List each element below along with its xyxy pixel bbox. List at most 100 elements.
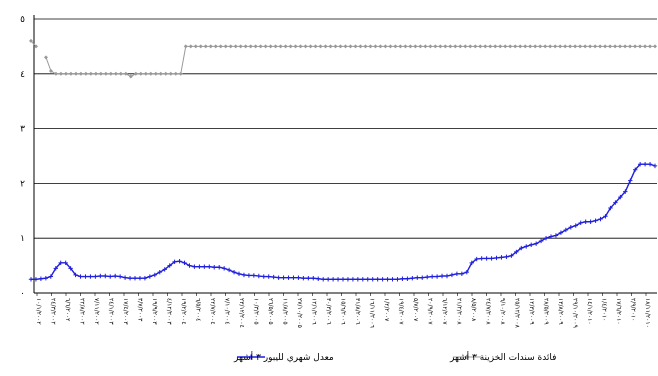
data-point (333, 44, 338, 49)
data-point (588, 44, 593, 49)
data-point (202, 264, 207, 269)
data-point (338, 44, 343, 49)
data-point (68, 71, 73, 76)
data-point (474, 256, 479, 262)
data-point (363, 44, 368, 49)
data-point (632, 167, 638, 172)
data-point (93, 71, 98, 76)
data-point (370, 277, 375, 282)
x-tick-label: ٥/٧/٢٠٠٧ (412, 298, 419, 322)
data-point (543, 236, 549, 241)
x-tick-label: ٢٨/٥/٢٠٠٩ (543, 298, 550, 325)
x-tick-label: ٢٤/٣/٢٠٠٢ (50, 298, 57, 325)
data-point (453, 44, 458, 49)
legend-marker (248, 354, 254, 360)
data-point (623, 189, 628, 194)
data-point (638, 44, 643, 49)
legend-label: فائدة سندات الخزينة ٣ أشهر (449, 351, 556, 363)
x-tick-label: ٨/٥/٢٠٠٨ (470, 298, 477, 322)
data-point (608, 205, 613, 211)
x-tick-label: ٢٢/٧/٢٠٠٤ (209, 298, 216, 325)
data-point (390, 277, 395, 282)
data-point (117, 274, 123, 279)
data-point (251, 273, 257, 278)
data-point (429, 274, 435, 279)
data-point (523, 44, 528, 49)
data-point (395, 277, 400, 282)
series-2 (28, 162, 658, 282)
x-tick-label: ٢٠/٩/٢٠٠٧ (427, 298, 434, 325)
data-point (558, 230, 564, 235)
data-point (103, 71, 108, 76)
x-tick-label: ١٠/١/٢٠٠٢ (35, 298, 42, 325)
data-point (573, 44, 578, 49)
data-point (448, 44, 453, 49)
x-tick-label: ١٦/١١/٢٠٠٦ (369, 298, 376, 328)
data-point (538, 44, 543, 49)
data-point (633, 44, 638, 49)
series-line (31, 163, 656, 280)
data-point (380, 277, 385, 282)
data-point (648, 44, 653, 49)
x-tick-label: ٣/٧/٢٠٠٣ (137, 298, 144, 322)
data-point (653, 44, 657, 49)
data-point (493, 44, 498, 49)
data-point (246, 273, 252, 278)
data-point (413, 44, 418, 49)
data-point (524, 244, 529, 249)
x-tick-label: ١٢/١/٢٠٠٦ (311, 298, 318, 325)
x-tick-label: ٢٤/١/٢٠٠٣ (108, 298, 115, 325)
data-point (33, 277, 39, 282)
data-point (296, 275, 301, 280)
data-point (383, 44, 388, 49)
data-point (313, 44, 318, 49)
data-point (152, 272, 158, 278)
data-point (568, 225, 574, 230)
data-point (405, 276, 410, 281)
data-point (483, 44, 488, 49)
data-point (113, 71, 118, 76)
data-point (261, 274, 266, 279)
data-point (283, 44, 288, 49)
data-point (172, 259, 177, 264)
data-point (643, 44, 648, 49)
data-point (108, 71, 113, 76)
data-point (378, 44, 383, 49)
y-tick-label: ٤ (20, 70, 25, 80)
data-point (153, 71, 158, 76)
data-point (388, 44, 393, 49)
axes (33, 15, 657, 296)
data-point (443, 44, 448, 49)
data-point (173, 71, 178, 76)
data-point (464, 269, 470, 275)
data-point (504, 254, 509, 260)
data-point (236, 271, 242, 277)
data-point (528, 44, 533, 49)
data-point (375, 277, 380, 282)
data-point (276, 275, 281, 280)
data-point (29, 38, 33, 43)
data-point (444, 273, 450, 279)
data-point (212, 265, 217, 270)
data-point (538, 238, 544, 244)
data-point (410, 276, 415, 281)
data-point (241, 272, 247, 278)
data-point (348, 44, 353, 49)
legend: فائدة سندات الخزينة ٣ أشهر معدل شهري لليب… (233, 351, 556, 363)
data-point (273, 44, 278, 49)
data-point (494, 255, 499, 261)
data-point (415, 275, 420, 280)
data-point (253, 44, 258, 49)
data-point (323, 44, 328, 49)
data-point (263, 44, 268, 49)
data-point (593, 44, 598, 49)
data-point (583, 219, 588, 224)
data-point (438, 44, 443, 49)
x-tick-label: ١٤/١/٢٠١٠ (586, 298, 593, 325)
x-tick-label: ١/٢/٢٠٠٧ (383, 298, 390, 322)
data-point (286, 275, 291, 280)
data-point (603, 214, 608, 219)
data-point (271, 274, 276, 280)
data-point (593, 218, 598, 223)
legend-item-2: معدل شهري لليبور ٣ أشهر (233, 351, 334, 363)
